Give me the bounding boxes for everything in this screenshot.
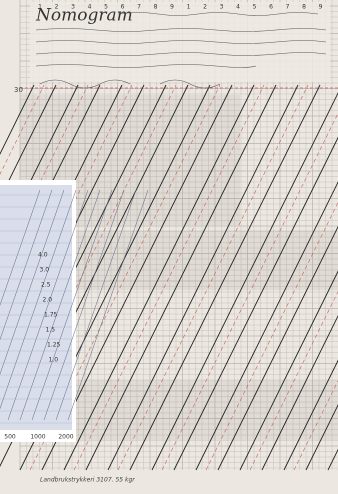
scale-label: 5 [253, 4, 257, 11]
scale-label: 8 [154, 4, 158, 11]
title: Nomogram [35, 6, 133, 26]
inset-scale-label: 2.5 [41, 282, 51, 289]
inset-scale-label: 2.0 [43, 297, 53, 304]
scale-label: 1 [38, 4, 42, 11]
inset-scale-label: 1.5 [46, 327, 56, 334]
footer: Landbrukstrykkeri 3107. 55 kgr [40, 477, 135, 484]
scale-label: 6 [269, 4, 273, 11]
scale-label: 5 [104, 4, 108, 11]
inset-plot [0, 185, 72, 430]
inset-x-label: 2000 [58, 434, 73, 441]
scale-label: 7 [286, 4, 290, 11]
scale-label: 4 [236, 4, 240, 11]
inset-scale-label: 4.0 [38, 252, 48, 259]
inset-x-label: 500 [4, 434, 16, 441]
scale-label: 9 [319, 4, 323, 11]
left-mark: 30 [14, 86, 23, 94]
nomogram-scan: Nomogram 1 2 3 4 5 6 7 8 9 1 2 3 4 5 6 7 8 9 30 4.0 3.0 2.5… [0, 0, 338, 494]
page: Nomogram 1 2 3 4 5 6 7 8 9 1 2 3 4 5 6 7 8 9 30 4.0 3.0 2.5… [0, 0, 338, 494]
scale-label: 2 [55, 4, 59, 11]
scale-label: 7 [137, 4, 141, 11]
inset-scale-label: 1.75 [44, 312, 58, 319]
scale-label: 6 [121, 4, 125, 11]
scale-label: 4 [88, 4, 92, 11]
scale-label: 3 [71, 4, 75, 11]
scale-label: 9 [170, 4, 174, 11]
scale-label: 1 [187, 4, 191, 11]
inset-x-label: 1000 [30, 434, 45, 441]
inset-scale-label: 1.0 [49, 357, 59, 364]
inset-scale-label: 1.25 [47, 342, 61, 349]
inset-scale-label: 3.0 [40, 267, 50, 274]
scale-label: 3 [220, 4, 224, 11]
scale-label: 2 [203, 4, 207, 11]
scale-label: 8 [302, 4, 306, 11]
